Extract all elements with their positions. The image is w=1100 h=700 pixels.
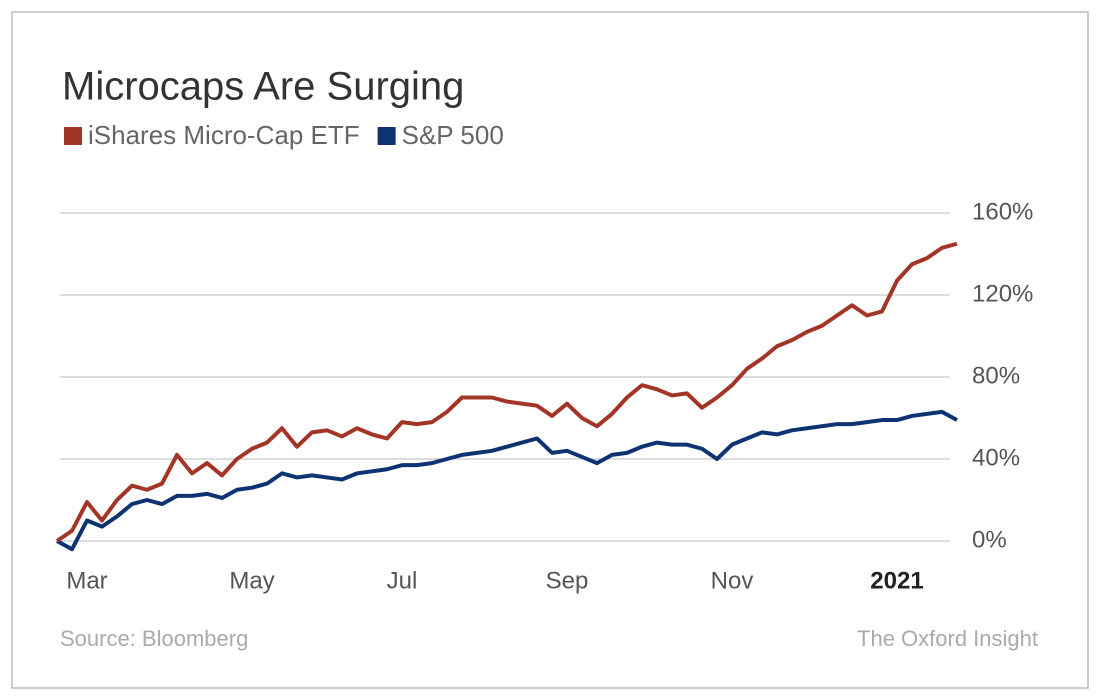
chart-title: Microcaps Are Surging [62, 65, 464, 109]
x-tick-label: May [229, 567, 274, 594]
y-tick-label: 160% [972, 198, 1033, 225]
frame [11, 11, 1089, 689]
y-tick-label: 80% [972, 362, 1020, 389]
legend-swatch [377, 127, 396, 145]
source: Source: Bloomberg [60, 626, 248, 651]
y-tick-label: 0% [972, 526, 1007, 553]
y-tick-label: 120% [972, 280, 1033, 307]
legend-label: S&P 500 [402, 120, 504, 150]
legend-swatch [64, 127, 82, 145]
credit: The Oxford Insight [857, 626, 1038, 651]
x-tick-label: Sep [546, 567, 589, 594]
x-tick-label: Jul [387, 567, 418, 594]
series-line [55, 241, 958, 543]
x-tick-label: Nov [711, 567, 754, 594]
legend-label: iShares Micro-Cap ETF [88, 120, 360, 150]
y-tick-label: 40% [972, 444, 1020, 471]
x-tick-label: Mar [66, 567, 107, 594]
series-line [56, 409, 958, 552]
x-tick-label: 2021 [870, 567, 923, 594]
